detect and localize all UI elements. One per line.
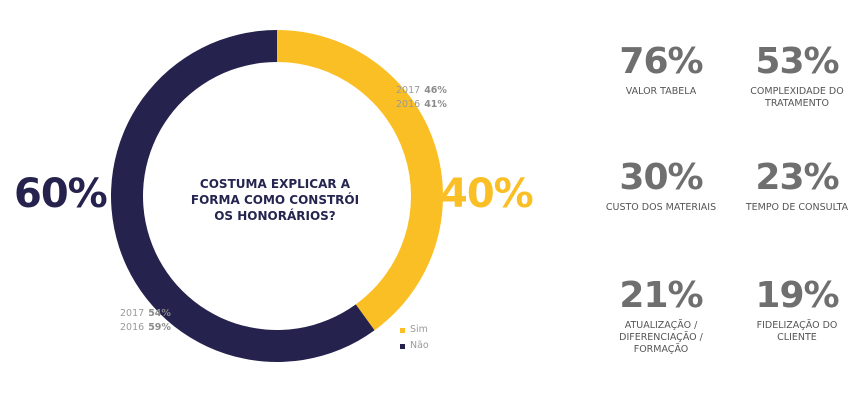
chart-legend: Sim Não [400, 322, 429, 354]
donut-slice-nao [111, 30, 375, 363]
stat-custo-materiais: 30% CUSTO DOS MATERIAIS [586, 158, 736, 214]
legend-label: Não [410, 340, 429, 351]
year-label: 2016 [396, 99, 421, 110]
stat-label: FIDELIZAÇÃO DO CLIENTE [756, 320, 838, 343]
year-value: 54% [148, 308, 171, 319]
year-comparison-nao: 2017 54% 2016 59% [120, 307, 171, 335]
chart-title: COSTUMA EXPLICAR A FORMA COMO CONSTRÓI O… [190, 177, 360, 223]
legend-item-nao: Não [400, 338, 429, 354]
legend-item-sim: Sim [400, 322, 429, 338]
stat-label: TEMPO DE CONSULTA [745, 202, 849, 213]
stat-complexidade: 53% COMPLEXIDADE DO TRATAMENTO [722, 42, 865, 110]
year-row: 2017 46% [396, 84, 447, 98]
year-value: 46% [424, 85, 447, 96]
stat-label: VALOR TABELA [625, 86, 697, 97]
stat-value: 53% [755, 41, 839, 82]
legend-label: Sim [410, 324, 428, 335]
year-value: 41% [424, 99, 447, 110]
stat-tempo-consulta: 23% TEMPO DE CONSULTA [722, 158, 865, 214]
year-value: 59% [148, 322, 171, 333]
stat-valor-tabela: 76% VALOR TABELA [586, 42, 736, 98]
year-row: 2016 59% [120, 321, 171, 335]
stat-label: CUSTO DOS MATERIAIS [605, 202, 717, 213]
slice-label-nao: 60% [14, 171, 108, 217]
slice-label-sim: 40% [440, 171, 534, 217]
donut-slice-sim [277, 30, 443, 331]
stat-fidelizacao: 19% FIDELIZAÇÃO DO CLIENTE [722, 276, 865, 344]
year-row: 2016 41% [396, 98, 447, 112]
year-comparison-sim: 2017 46% 2016 41% [396, 84, 447, 112]
year-label: 2016 [120, 322, 145, 333]
year-row: 2017 54% [120, 307, 171, 321]
year-label: 2017 [120, 308, 145, 319]
legend-swatch-nao [400, 343, 405, 349]
stat-atualizacao: 21% ATUALIZAÇÃO / DIFERENCIAÇÃO / FORMAÇ… [586, 276, 736, 356]
stat-value: 30% [619, 157, 703, 198]
stat-value: 23% [755, 157, 839, 198]
stat-value: 76% [619, 41, 703, 82]
stat-value: 19% [755, 275, 839, 316]
legend-swatch-sim [400, 327, 405, 333]
stat-value: 21% [619, 275, 703, 316]
year-label: 2017 [396, 85, 421, 96]
stat-label: ATUALIZAÇÃO / DIFERENCIAÇÃO / FORMAÇÃO [619, 320, 703, 355]
stat-label: COMPLEXIDADE DO TRATAMENTO [750, 86, 844, 109]
